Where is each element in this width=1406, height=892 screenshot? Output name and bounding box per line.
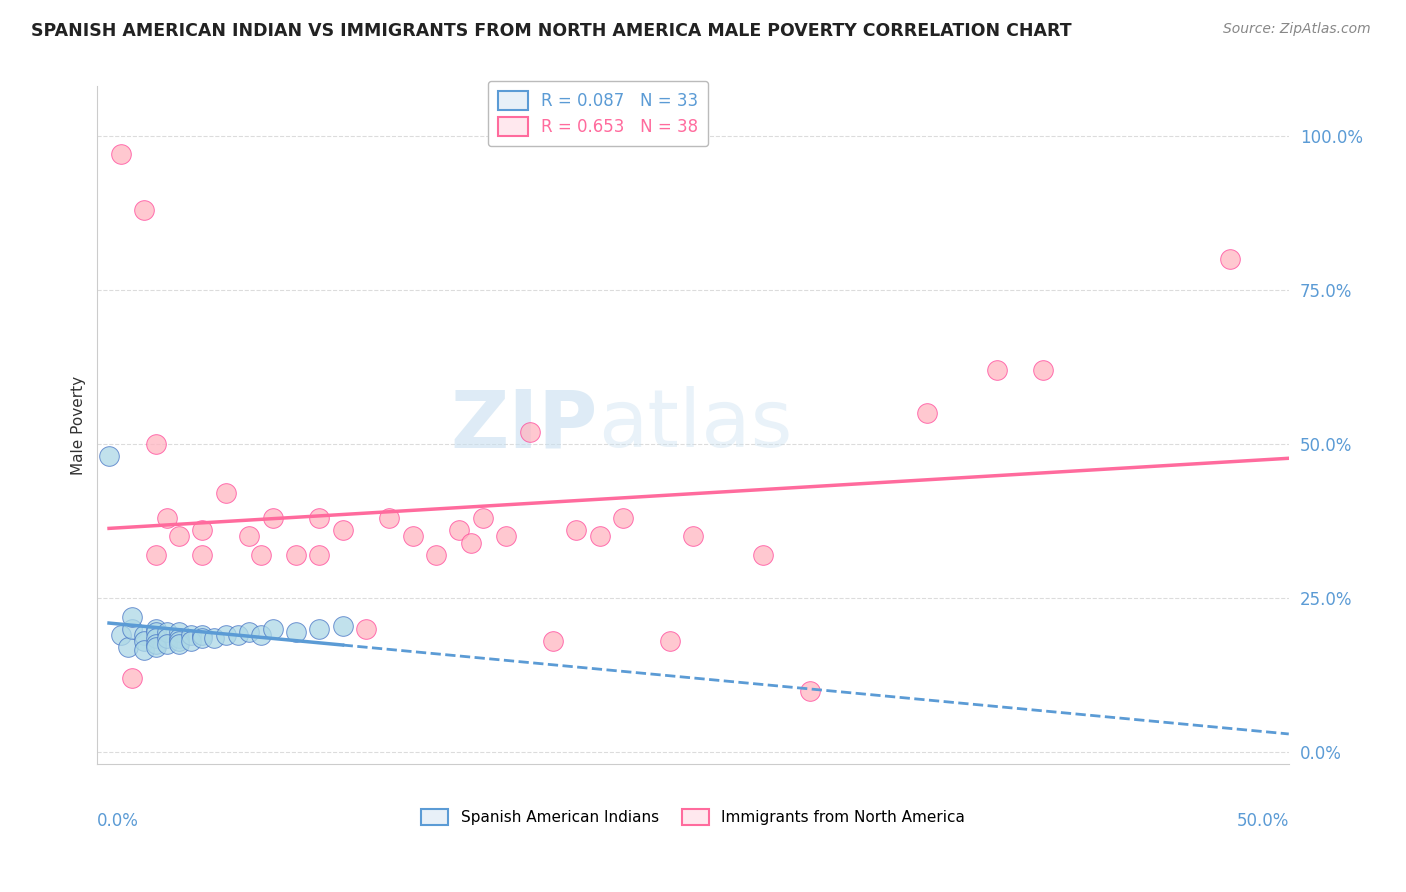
Point bbox=[156, 624, 179, 639]
Point bbox=[132, 628, 155, 642]
Point bbox=[98, 449, 121, 463]
Point bbox=[145, 637, 167, 651]
Point bbox=[250, 628, 273, 642]
Point bbox=[132, 202, 155, 217]
Point bbox=[308, 622, 330, 636]
Point bbox=[1032, 363, 1054, 377]
Text: ZIP: ZIP bbox=[450, 386, 598, 465]
Point bbox=[202, 631, 225, 645]
Point bbox=[167, 529, 190, 543]
Point bbox=[425, 548, 447, 562]
Point bbox=[460, 535, 482, 549]
Point bbox=[191, 631, 214, 645]
Point bbox=[262, 511, 284, 525]
Point bbox=[986, 363, 1008, 377]
Point bbox=[588, 529, 610, 543]
Point bbox=[658, 634, 681, 648]
Point bbox=[215, 486, 238, 500]
Point bbox=[121, 671, 143, 685]
Point bbox=[145, 624, 167, 639]
Point bbox=[145, 640, 167, 655]
Point bbox=[238, 529, 260, 543]
Point bbox=[915, 406, 938, 420]
Point bbox=[1219, 252, 1241, 266]
Point bbox=[156, 511, 179, 525]
Point bbox=[121, 609, 143, 624]
Point bbox=[156, 631, 179, 645]
Point bbox=[156, 637, 179, 651]
Point bbox=[250, 548, 273, 562]
Point bbox=[471, 511, 494, 525]
Point bbox=[132, 643, 155, 657]
Point bbox=[238, 624, 260, 639]
Point bbox=[612, 511, 634, 525]
Point bbox=[354, 622, 377, 636]
Point bbox=[378, 511, 401, 525]
Point bbox=[121, 622, 143, 636]
Point bbox=[117, 640, 139, 655]
Point bbox=[191, 523, 214, 537]
Point bbox=[167, 631, 190, 645]
Point bbox=[180, 628, 202, 642]
Text: Source: ZipAtlas.com: Source: ZipAtlas.com bbox=[1223, 22, 1371, 37]
Point bbox=[145, 548, 167, 562]
Point bbox=[226, 628, 249, 642]
Text: 0.0%: 0.0% bbox=[97, 812, 139, 830]
Point bbox=[132, 634, 155, 648]
Point bbox=[167, 637, 190, 651]
Point bbox=[145, 437, 167, 451]
Point bbox=[308, 548, 330, 562]
Point bbox=[215, 628, 238, 642]
Point bbox=[799, 683, 821, 698]
Point bbox=[145, 631, 167, 645]
Point bbox=[110, 628, 132, 642]
Point bbox=[180, 634, 202, 648]
Text: SPANISH AMERICAN INDIAN VS IMMIGRANTS FROM NORTH AMERICA MALE POVERTY CORRELATIO: SPANISH AMERICAN INDIAN VS IMMIGRANTS FR… bbox=[31, 22, 1071, 40]
Point bbox=[145, 622, 167, 636]
Point bbox=[167, 624, 190, 639]
Point bbox=[167, 634, 190, 648]
Text: atlas: atlas bbox=[598, 386, 792, 465]
Point bbox=[519, 425, 541, 439]
Point bbox=[752, 548, 775, 562]
Point bbox=[110, 147, 132, 161]
Point bbox=[262, 622, 284, 636]
Point bbox=[402, 529, 425, 543]
Point bbox=[308, 511, 330, 525]
Point bbox=[495, 529, 517, 543]
Point bbox=[191, 628, 214, 642]
Point bbox=[565, 523, 588, 537]
Point bbox=[682, 529, 704, 543]
Legend: Spanish American Indians, Immigrants from North America: Spanish American Indians, Immigrants fro… bbox=[415, 803, 972, 831]
Point bbox=[541, 634, 564, 648]
Point bbox=[449, 523, 471, 537]
Point bbox=[284, 548, 307, 562]
Point bbox=[284, 624, 307, 639]
Text: 50.0%: 50.0% bbox=[1236, 812, 1289, 830]
Point bbox=[332, 619, 354, 633]
Y-axis label: Male Poverty: Male Poverty bbox=[72, 376, 86, 475]
Point bbox=[332, 523, 354, 537]
Point bbox=[191, 548, 214, 562]
